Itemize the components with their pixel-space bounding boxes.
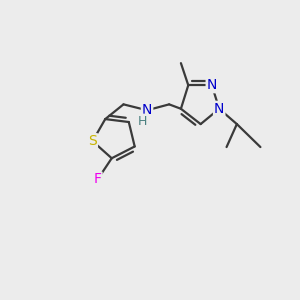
- Text: N: N: [142, 103, 152, 117]
- Text: F: F: [94, 172, 102, 186]
- Text: N: N: [207, 78, 217, 92]
- Text: N: N: [214, 102, 224, 116]
- Text: S: S: [88, 134, 97, 148]
- Text: H: H: [138, 115, 147, 128]
